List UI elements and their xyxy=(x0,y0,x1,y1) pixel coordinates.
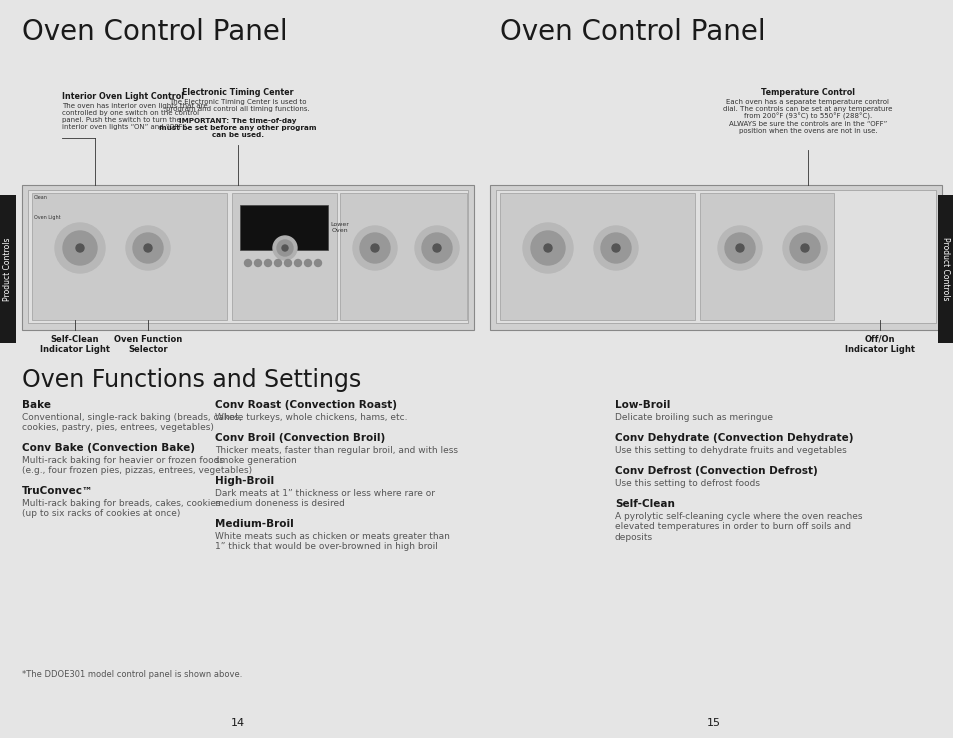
Text: Conv Bake (Convection Bake): Conv Bake (Convection Bake) xyxy=(22,443,194,453)
Circle shape xyxy=(264,260,272,266)
Text: Interior Oven Light Control: Interior Oven Light Control xyxy=(62,92,184,101)
Circle shape xyxy=(782,226,826,270)
Circle shape xyxy=(254,260,261,266)
Text: Use this setting to dehydrate fruits and vegetables: Use this setting to dehydrate fruits and… xyxy=(615,446,846,455)
Text: Conv Dehydrate (Convection Dehydrate): Conv Dehydrate (Convection Dehydrate) xyxy=(615,433,853,443)
Text: Oven Function
Selector: Oven Function Selector xyxy=(113,335,182,354)
Circle shape xyxy=(789,233,820,263)
Bar xyxy=(490,185,941,330)
Circle shape xyxy=(274,260,281,266)
Text: Oven Control Panel: Oven Control Panel xyxy=(499,18,765,46)
Text: Delicate broiling such as meringue: Delicate broiling such as meringue xyxy=(615,413,772,422)
Circle shape xyxy=(612,244,619,252)
Circle shape xyxy=(522,223,573,273)
Circle shape xyxy=(294,260,301,266)
Text: Each oven has a separate temperature control
dial. The controls can be set at an: Each oven has a separate temperature con… xyxy=(722,99,892,134)
Bar xyxy=(499,193,695,320)
Circle shape xyxy=(244,260,252,266)
Bar xyxy=(339,193,467,320)
Circle shape xyxy=(76,244,84,252)
Circle shape xyxy=(282,245,288,251)
Text: *The DDOE301 model control panel is shown above.: *The DDOE301 model control panel is show… xyxy=(22,670,242,679)
Circle shape xyxy=(55,223,105,273)
Text: Conventional, single-rack baking (breads, cakes,
cookies, pastry, pies, entrees,: Conventional, single-rack baking (breads… xyxy=(22,413,242,432)
Circle shape xyxy=(353,226,396,270)
Circle shape xyxy=(273,236,296,260)
Circle shape xyxy=(359,233,390,263)
Text: A pyrolytic self-cleaning cycle where the oven reaches
elevated temperatures in : A pyrolytic self-cleaning cycle where th… xyxy=(615,512,862,542)
Text: The oven has interior oven lights that are
controlled by one switch on the contr: The oven has interior oven lights that a… xyxy=(62,103,208,130)
Text: Electronic Timing Center: Electronic Timing Center xyxy=(182,88,294,97)
Text: Product Controls: Product Controls xyxy=(941,237,949,301)
Circle shape xyxy=(433,244,440,252)
Text: Product Controls: Product Controls xyxy=(4,237,12,301)
Circle shape xyxy=(63,231,97,265)
Bar xyxy=(937,195,953,343)
Text: IMPORTANT: The time-of-day
must be set before any other program
can be used.: IMPORTANT: The time-of-day must be set b… xyxy=(159,118,316,138)
Bar xyxy=(28,190,468,323)
Circle shape xyxy=(801,244,808,252)
Circle shape xyxy=(415,226,458,270)
Text: Self-Clean: Self-Clean xyxy=(615,499,674,509)
Bar xyxy=(32,193,227,320)
Text: Dark meats at 1” thickness or less where rare or
medium doneness is desired: Dark meats at 1” thickness or less where… xyxy=(214,489,435,508)
Text: Low-Broil: Low-Broil xyxy=(615,400,670,410)
Circle shape xyxy=(304,260,312,266)
Circle shape xyxy=(284,260,292,266)
Text: Bake: Bake xyxy=(22,400,51,410)
Text: Medium-Broil: Medium-Broil xyxy=(214,519,294,529)
Text: Off/On
Indicator Light: Off/On Indicator Light xyxy=(844,335,914,354)
Circle shape xyxy=(600,233,630,263)
Text: High-Broil: High-Broil xyxy=(214,476,274,486)
Bar xyxy=(232,193,336,320)
Text: Whole turkeys, whole chickens, hams, etc.: Whole turkeys, whole chickens, hams, etc… xyxy=(214,413,407,422)
Bar xyxy=(22,185,474,330)
Circle shape xyxy=(126,226,170,270)
Circle shape xyxy=(421,233,452,263)
Text: Conv Broil (Convection Broil): Conv Broil (Convection Broil) xyxy=(214,433,385,443)
Circle shape xyxy=(543,244,552,252)
Bar xyxy=(496,190,935,323)
Circle shape xyxy=(724,233,754,263)
Text: TruConvec™: TruConvec™ xyxy=(22,486,93,496)
Text: Lower
Oven: Lower Oven xyxy=(331,222,349,232)
Text: Thicker meats, faster than regular broil, and with less
smoke generation: Thicker meats, faster than regular broil… xyxy=(214,446,457,466)
Bar xyxy=(700,193,833,320)
Circle shape xyxy=(276,240,293,256)
Text: Multi-rack baking for breads, cakes, cookies
(up to six racks of cookies at once: Multi-rack baking for breads, cakes, coo… xyxy=(22,499,220,518)
Text: Use this setting to defrost foods: Use this setting to defrost foods xyxy=(615,479,760,488)
Text: Multi-rack baking for heavier or frozen foods
(e.g., four frozen pies, pizzas, e: Multi-rack baking for heavier or frozen … xyxy=(22,456,252,475)
Text: Self-Clean
Indicator Light: Self-Clean Indicator Light xyxy=(40,335,110,354)
Text: Temperature Control: Temperature Control xyxy=(760,88,854,97)
Bar xyxy=(240,205,328,250)
Circle shape xyxy=(144,244,152,252)
Circle shape xyxy=(132,233,163,263)
Text: Oven Control Panel: Oven Control Panel xyxy=(22,18,287,46)
Text: Conv Defrost (Convection Defrost): Conv Defrost (Convection Defrost) xyxy=(615,466,817,476)
Circle shape xyxy=(594,226,638,270)
Circle shape xyxy=(371,244,378,252)
Text: 14: 14 xyxy=(231,718,245,728)
Text: Clean: Clean xyxy=(34,195,48,200)
Text: The Electronic Timing Center is used to
program and control all timing functions: The Electronic Timing Center is used to … xyxy=(166,99,310,112)
Text: White meats such as chicken or meats greater than
1” thick that would be over-br: White meats such as chicken or meats gre… xyxy=(214,532,450,551)
Circle shape xyxy=(735,244,743,252)
Circle shape xyxy=(314,260,321,266)
Circle shape xyxy=(718,226,761,270)
Text: Oven Functions and Settings: Oven Functions and Settings xyxy=(22,368,361,392)
Text: Oven Light: Oven Light xyxy=(34,215,61,220)
Text: Conv Roast (Convection Roast): Conv Roast (Convection Roast) xyxy=(214,400,396,410)
Text: 15: 15 xyxy=(706,718,720,728)
Circle shape xyxy=(531,231,564,265)
Bar xyxy=(0,195,16,343)
